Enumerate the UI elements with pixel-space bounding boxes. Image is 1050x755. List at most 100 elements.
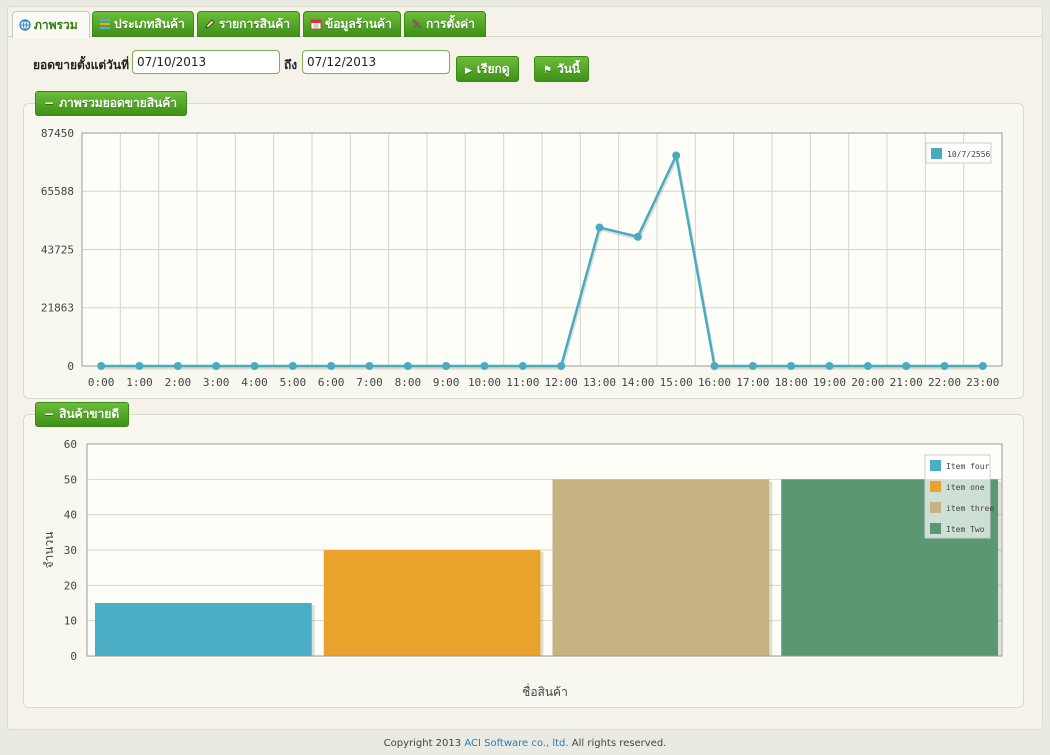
x-tick-label: 12:00: [545, 376, 578, 389]
to-date-input[interactable]: [302, 50, 450, 74]
y-tick-label: 87450: [41, 127, 74, 140]
x-tick-label: 6:00: [318, 376, 345, 389]
sales-line-chart: 0 21863 43725 65588 87450 0:00 1:00 2:00 3:00 4:0…: [41, 127, 1003, 389]
x-tick-label: 2:00: [165, 376, 192, 389]
x-tick-label: 22:00: [928, 376, 961, 389]
legend-swatch: [930, 481, 941, 492]
x-tick-label: 16:00: [698, 376, 731, 389]
x-tick-label: 20:00: [851, 376, 884, 389]
tab-overview[interactable]: ภาพรวม: [12, 11, 90, 38]
legend-label: 10/7/2556: [947, 150, 991, 159]
bar: [323, 550, 541, 656]
data-point: [97, 362, 106, 370]
data-point: [442, 362, 451, 370]
tab-settings[interactable]: การตั้งค่า: [404, 11, 486, 37]
view-button-label: เรียกดู: [476, 62, 510, 76]
series-line: [101, 151, 983, 368]
tools-icon: [412, 19, 422, 29]
x-tick-label: 21:00: [890, 376, 923, 389]
x-tick-label: 11:00: [506, 376, 539, 389]
data-point: [940, 362, 949, 370]
x-tick-label: 17:00: [736, 376, 769, 389]
footer-suffix: All rights reserved.: [571, 738, 667, 749]
flag-icon: ⚑: [543, 65, 552, 76]
calendar-icon: [310, 19, 322, 30]
x-tick-label: 8:00: [395, 376, 422, 389]
x-tick-label: 4:00: [241, 376, 268, 389]
data-point: [480, 362, 489, 370]
y-tick-label: 43725: [41, 244, 74, 257]
x-tick-label: 3:00: [203, 376, 230, 389]
data-point: [403, 362, 412, 370]
tab-product-types-label: ประเภทสินค้า: [114, 16, 185, 31]
view-button[interactable]: ▶ เรียกดู: [456, 56, 519, 82]
footer: Copyright 2013 ACI Software co., ltd. Al…: [0, 738, 1050, 749]
plot-border: [86, 443, 1003, 657]
y-tick-label: 21863: [41, 302, 74, 315]
y-tick-label: 10: [64, 615, 77, 628]
x-tick-label: 10:00: [468, 376, 501, 389]
data-point: [250, 362, 259, 370]
tab-bar: ภาพรวม ประเภทสินค้า รายการสินค้า ข้อมูลร…: [8, 7, 1042, 38]
y-tick-label: 60: [64, 438, 77, 451]
to-date-label: ถึง: [284, 58, 298, 72]
from-date-label: ยอดขายตั้งแต่วันที่: [33, 58, 130, 72]
tab-store-info[interactable]: ข้อมูลร้านค้า: [303, 11, 401, 37]
y-tick-label: 20: [64, 579, 77, 592]
data-point: [710, 362, 719, 370]
x-tick-label: 15:00: [660, 376, 693, 389]
from-date-input[interactable]: [132, 50, 280, 74]
x-tick-label: 13:00: [583, 376, 616, 389]
legend-swatch: [930, 502, 941, 513]
tab-overview-label: ภาพรวม: [34, 17, 78, 32]
data-point: [557, 362, 566, 370]
data-point: [633, 232, 642, 241]
data-point: [863, 362, 872, 370]
y-tick-label: 30: [64, 544, 77, 557]
y-tick-label: 50: [64, 473, 77, 486]
data-point: [902, 362, 911, 370]
data-point: [288, 362, 297, 370]
y-axis-label: จำนวน: [42, 532, 56, 569]
pencil-icon: [205, 19, 215, 29]
data-point: [327, 362, 336, 370]
series-line-shadow: [102, 152, 984, 370]
x-tick-label: 9:00: [433, 376, 460, 389]
data-point: [825, 362, 834, 370]
data-point: [787, 362, 796, 370]
x-tick-label: 7:00: [356, 376, 383, 389]
y-tick-label: 40: [64, 509, 77, 522]
best-sellers-title-label: สินค้าขายดี: [59, 407, 120, 421]
x-tick-label: 19:00: [813, 376, 846, 389]
collapse-icon: −: [44, 96, 55, 110]
tab-product-types[interactable]: ประเภทสินค้า: [92, 11, 194, 37]
legend-label: Item four: [946, 462, 990, 471]
x-tick-label: 5:00: [280, 376, 307, 389]
bar: [552, 479, 770, 656]
play-icon: ▶: [465, 66, 472, 76]
tab-store-info-label: ข้อมูลร้านค้า: [325, 16, 392, 31]
x-tick-label: 0:00: [88, 376, 115, 389]
tab-settings-label: การตั้งค่า: [426, 16, 475, 31]
legend-swatch: [930, 460, 941, 471]
x-tick-label: 1:00: [126, 376, 153, 389]
sales-overview-panel-title[interactable]: − ภาพรวมยอดขายสินค้า: [35, 91, 188, 116]
x-axis-label: ชื่อสินค้า: [522, 683, 568, 699]
legend-label: item three: [946, 504, 994, 513]
legend-label: item one: [946, 483, 985, 492]
company-link[interactable]: ACI Software co., ltd.: [464, 738, 569, 749]
tab-product-list-label: รายการสินค้า: [219, 16, 290, 31]
y-tick-label: 65588: [41, 185, 74, 198]
today-button-label: วันนี้: [556, 62, 581, 76]
footer-prefix: Copyright 2013: [383, 738, 462, 749]
best-sellers-panel-title[interactable]: − สินค้าขายดี: [35, 402, 130, 427]
x-tick-label: 23:00: [966, 376, 999, 389]
today-button[interactable]: ⚑ วันนี้: [534, 56, 590, 82]
x-tick-label: 14:00: [621, 376, 654, 389]
data-point: [212, 362, 221, 370]
data-point: [672, 151, 681, 160]
tab-product-list[interactable]: รายการสินค้า: [197, 11, 300, 37]
x-tick-label: 18:00: [775, 376, 808, 389]
data-point: [978, 362, 987, 370]
